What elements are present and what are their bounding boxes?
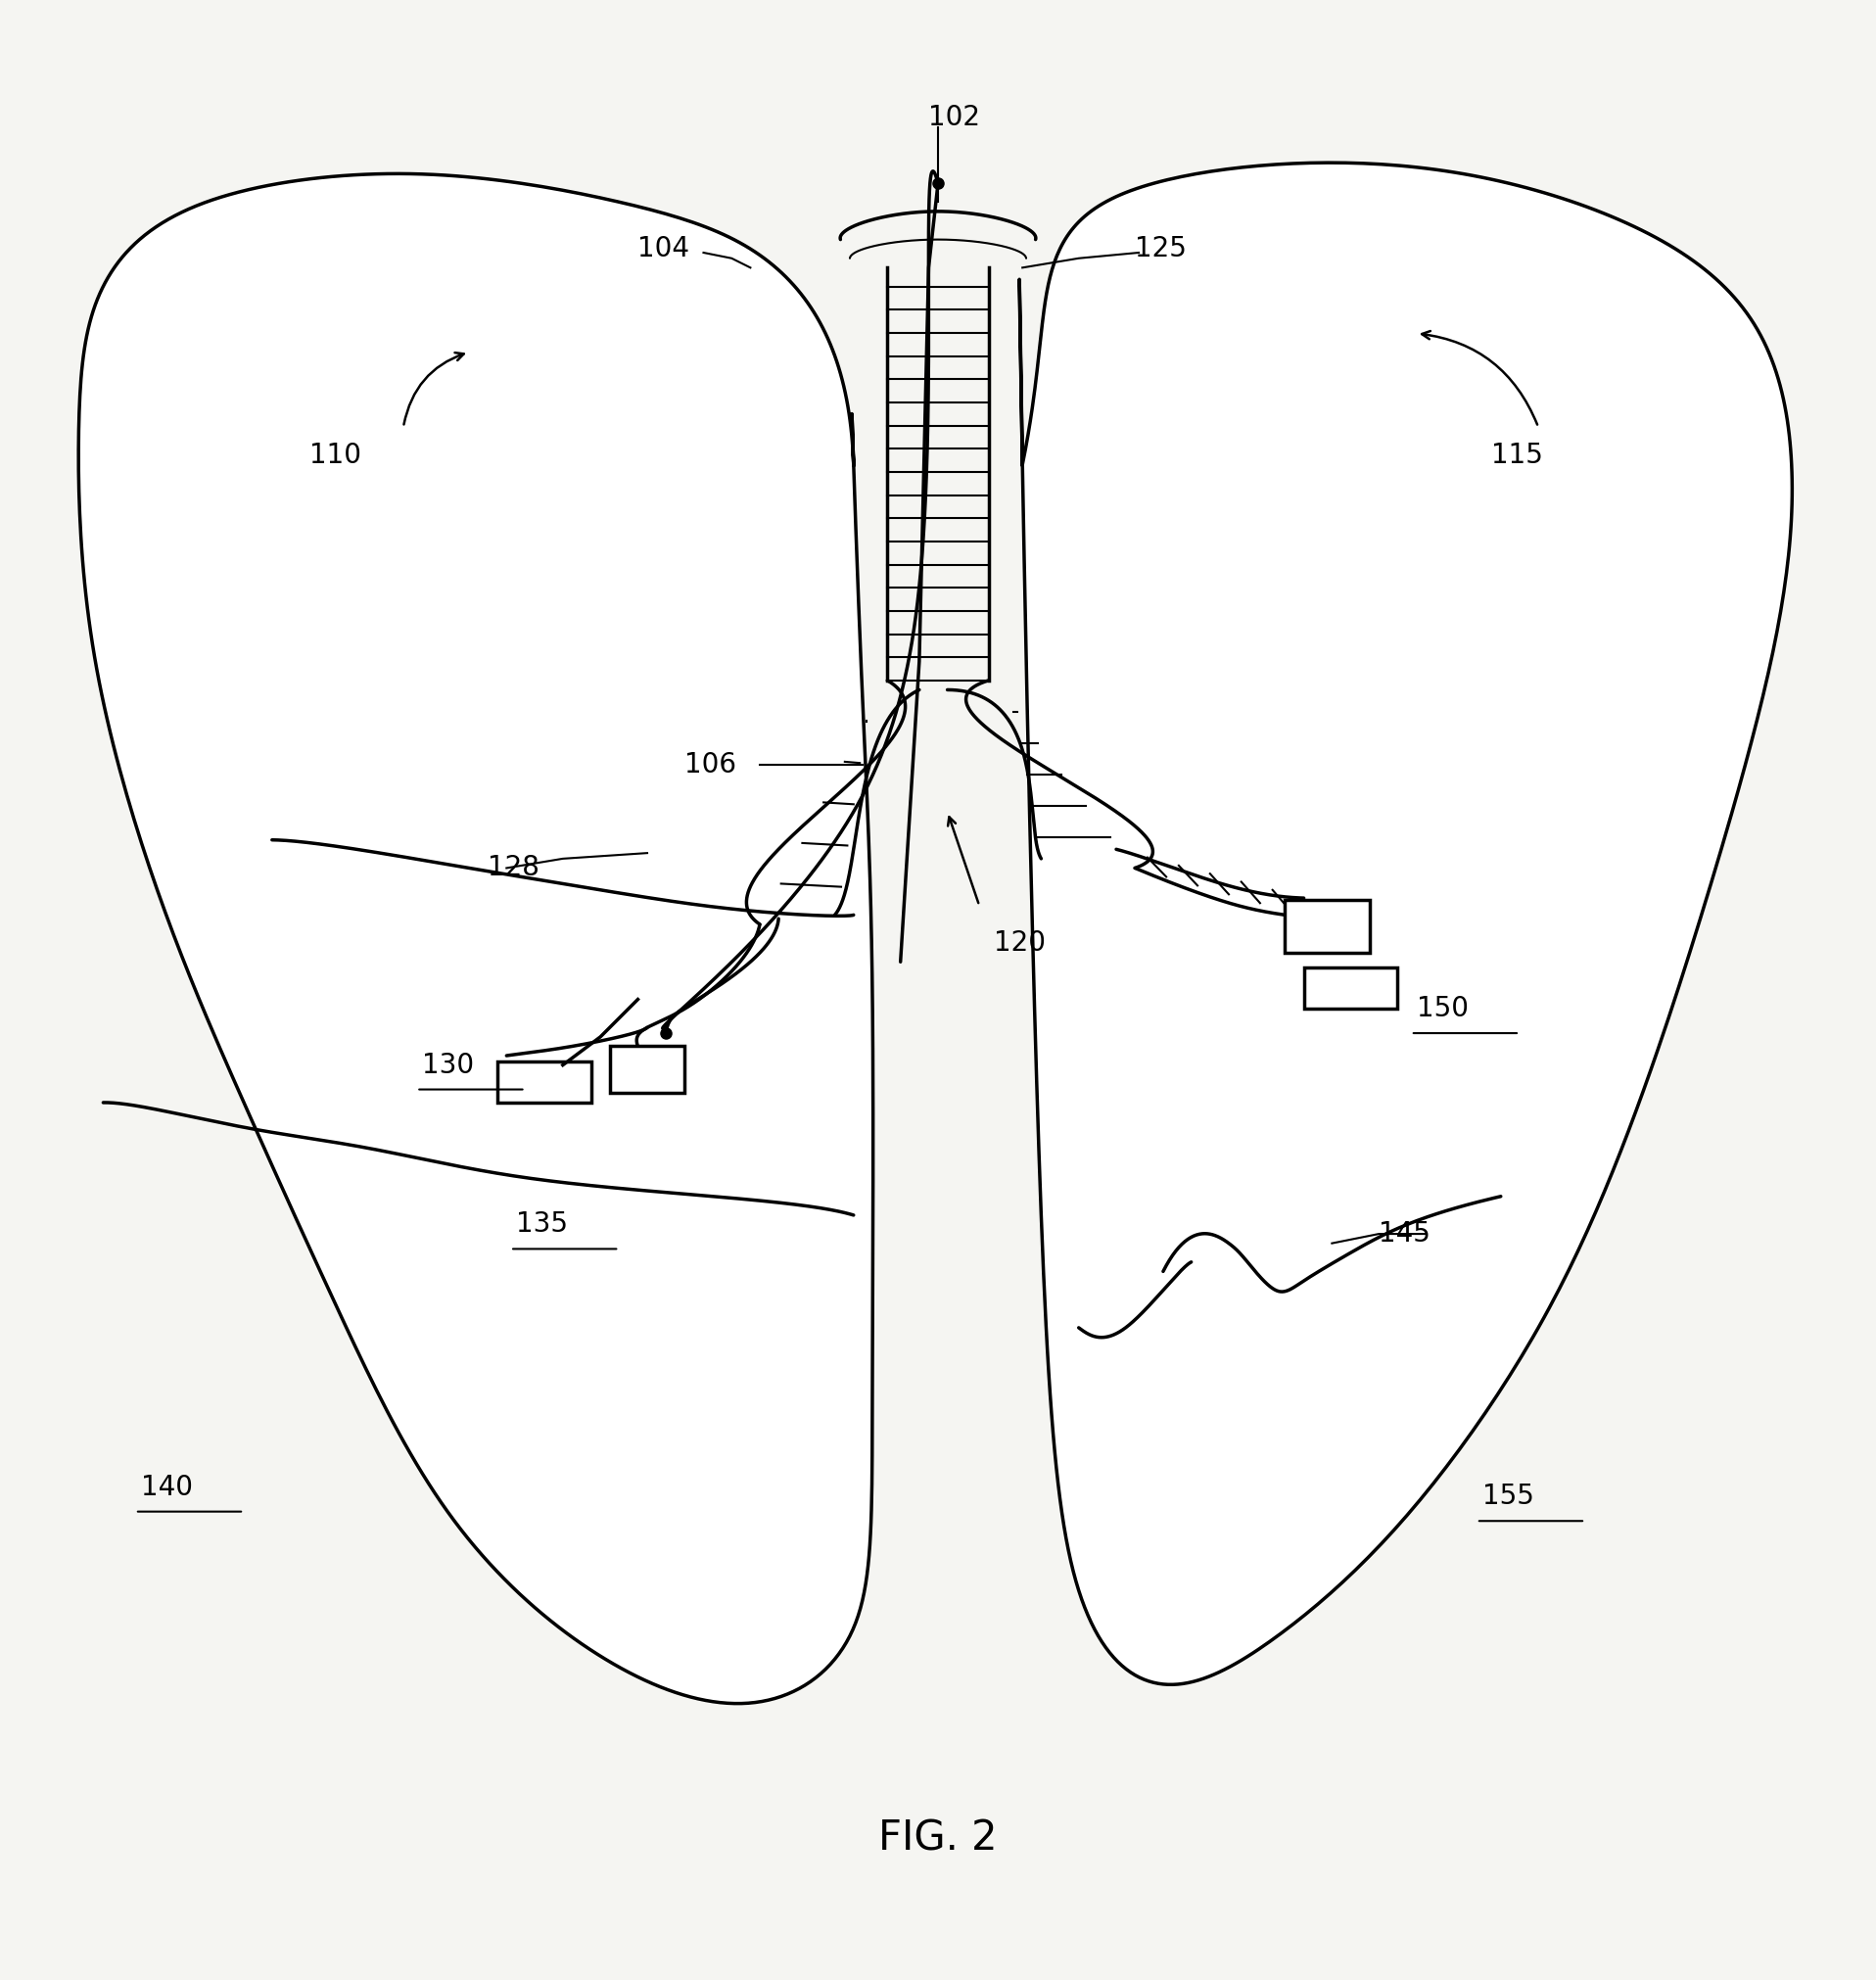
Text: 155: 155	[1482, 1483, 1535, 1511]
Text: 150: 150	[1416, 996, 1469, 1022]
Text: 135: 135	[516, 1212, 568, 1238]
Text: FIG. 2: FIG. 2	[878, 1818, 998, 1859]
FancyBboxPatch shape	[1285, 901, 1369, 952]
Text: 120: 120	[994, 929, 1047, 956]
FancyBboxPatch shape	[610, 1045, 685, 1093]
Text: 104: 104	[638, 236, 690, 263]
Text: 102: 102	[929, 103, 981, 131]
Text: 145: 145	[1379, 1220, 1431, 1247]
Text: 140: 140	[141, 1473, 193, 1501]
Polygon shape	[1019, 162, 1792, 1685]
Text: 130: 130	[422, 1051, 475, 1079]
Text: 128: 128	[488, 853, 540, 881]
FancyBboxPatch shape	[497, 1061, 591, 1103]
FancyBboxPatch shape	[1304, 968, 1398, 1008]
Text: 106: 106	[685, 750, 737, 778]
Text: 115: 115	[1491, 442, 1544, 469]
Text: 125: 125	[1135, 236, 1188, 263]
Text: 110: 110	[310, 442, 362, 469]
Polygon shape	[79, 174, 872, 1703]
